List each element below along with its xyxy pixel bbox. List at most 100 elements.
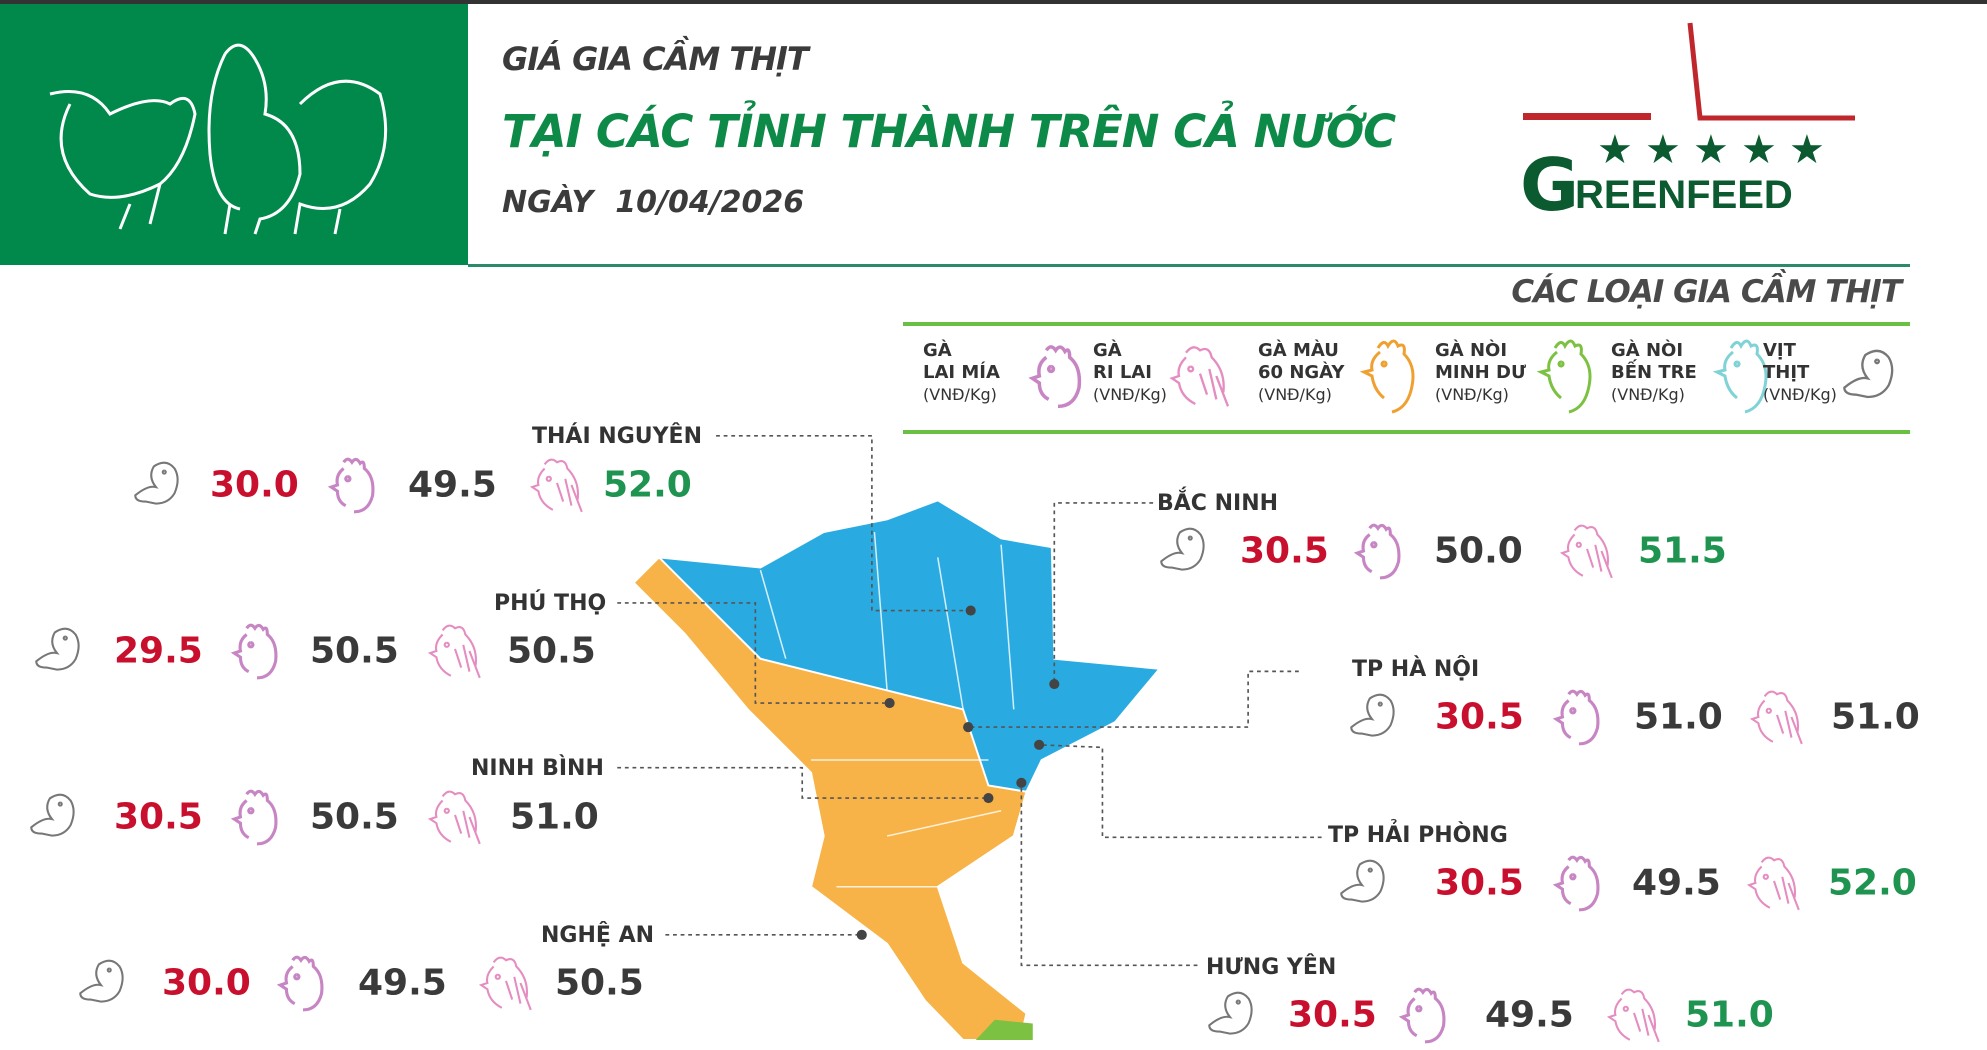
province-label: NINH BÌNH	[471, 756, 604, 781]
duck-icon	[72, 952, 134, 1014]
legend-line2: THỊT	[1763, 362, 1810, 383]
svg-text:G: G	[1520, 143, 1579, 218]
chicken-lai-mia-icon	[1394, 984, 1456, 1046]
poultry-type-legend: GÀ LAI MÍA (VNĐ/Kg) GÀ RI LAI (VNĐ/Kg) GÀ MÀU 6…	[903, 322, 1910, 434]
legend-title: CÁC LOẠI GIA CẦM THỊT	[1511, 274, 1902, 310]
province-label: TP HẢI PHÒNG	[1328, 823, 1508, 848]
province-label: THÁI NGUYÊN	[532, 424, 702, 449]
lai-mia-price: 49.5	[408, 464, 497, 506]
chicken-ri-lai-icon	[526, 454, 588, 516]
date-label: NGÀY	[502, 185, 594, 220]
legend-unit: (VNĐ/Kg)	[1258, 385, 1332, 404]
duck-icon	[127, 454, 189, 516]
province-label: HƯNG YÊN	[1206, 955, 1337, 980]
legend-unit: (VNĐ/Kg)	[1611, 385, 1685, 404]
title-line-1: GIÁ GIA CẦM THỊT	[502, 40, 809, 78]
legend-line1: GÀ MÀU	[1258, 340, 1339, 361]
title-line-2: TẠI CÁC TỈNH THÀNH TRÊN CẢ NƯỚC	[502, 105, 1396, 158]
province-marker	[884, 697, 895, 709]
duck-icon	[1201, 984, 1263, 1046]
svg-text:REENFEED: REENFEED	[1575, 173, 1793, 217]
legend-line2: 60 NGÀY	[1258, 362, 1345, 383]
legend-item: VỊT THỊT (VNĐ/Kg)	[1763, 340, 1894, 406]
lai-mia-price: 49.5	[358, 962, 447, 1004]
ri-lai-price: 52.0	[1828, 862, 1917, 904]
province-label: BẮC NINH	[1157, 491, 1279, 516]
duck-price: 30.5	[1435, 696, 1524, 738]
chicken-ri-lai-icon	[1603, 984, 1665, 1046]
legend-line1: VỊT	[1763, 340, 1796, 361]
duck-price: 30.0	[210, 464, 299, 506]
chicken-ri-lai-icon	[475, 952, 537, 1014]
duck-price: 30.5	[1240, 530, 1329, 572]
chicken-lai-mia-icon	[1548, 852, 1610, 914]
duck-price: 29.5	[114, 630, 203, 672]
chicken-lai-mia-icon	[1548, 686, 1610, 748]
legend-item: GÀ MÀU 60 NGÀY (VNĐ/Kg)	[1258, 339, 1415, 414]
province-label: TP HÀ NỘI	[1352, 657, 1480, 682]
ri-lai-price: 50.5	[507, 630, 596, 672]
hero-banner	[0, 4, 468, 265]
chicken-ri-lai-icon	[1746, 686, 1808, 748]
date-value: 10/04/2026	[615, 185, 805, 220]
chicken-lai-mia-icon	[1349, 520, 1411, 582]
duck-price: 30.0	[162, 962, 251, 1004]
chicken-mau-icon	[1359, 339, 1415, 414]
legend-unit: (VNĐ/Kg)	[923, 385, 997, 404]
legend-item: GÀ NÒI BẾN TRE (VNĐ/Kg)	[1611, 339, 1768, 414]
lai-mia-price: 50.5	[310, 630, 399, 672]
legend-item: GÀ RI LAI (VNĐ/Kg)	[1093, 340, 1230, 408]
leader-line	[617, 766, 989, 799]
legend-unit: (VNĐ/Kg)	[1763, 385, 1837, 404]
top-border	[0, 0, 1987, 4]
ri-lai-price: 51.0	[1685, 994, 1774, 1036]
lai-mia-price: 49.5	[1632, 862, 1721, 904]
svg-text:★: ★	[1741, 127, 1777, 173]
chicken-ri-lai-icon	[424, 786, 486, 848]
legend-unit: (VNĐ/Kg)	[1093, 385, 1167, 404]
chickens-illustration-icon	[49, 43, 388, 235]
lai-mia-price: 51.0	[1634, 696, 1723, 738]
province-label: PHÚ THỌ	[494, 591, 607, 616]
ri-lai-price: 51.5	[1638, 530, 1727, 572]
chicken-lai-mia-icon	[226, 620, 288, 682]
legend-item: GÀ LAI MÍA (VNĐ/Kg)	[923, 340, 1082, 409]
leader-line	[1053, 502, 1154, 685]
legend-line2: RI LAI	[1093, 362, 1152, 383]
province-marker	[1016, 777, 1027, 788]
chicken-noi-minh-du-icon	[1536, 339, 1592, 414]
svg-text:★: ★	[1693, 127, 1729, 173]
ri-lai-price: 50.5	[555, 962, 644, 1004]
ri-lai-price: 51.0	[510, 796, 599, 838]
lai-mia-price: 50.0	[1434, 530, 1523, 572]
chicken-ri-lai-icon	[1556, 520, 1618, 582]
chicken-lai-mia-icon	[323, 454, 385, 516]
ri-lai-price: 52.0	[603, 464, 692, 506]
leader-line	[716, 434, 971, 612]
chicken-lai-mia-icon	[272, 952, 334, 1014]
legend-line1: GÀ	[923, 340, 952, 361]
duck-icon	[1153, 520, 1215, 582]
svg-text:★: ★	[1789, 127, 1825, 173]
legend-line1: GÀ NÒI	[1611, 340, 1684, 361]
lai-mia-price: 50.5	[310, 796, 399, 838]
map-region-south	[975, 1019, 1033, 1040]
legend-line2: BẾN TRE	[1611, 362, 1697, 383]
legend-line2: LAI MÍA	[923, 362, 1000, 383]
svg-text:★: ★	[1597, 127, 1633, 173]
report-date: NGÀY 10/04/2026	[502, 185, 804, 220]
leader-line	[1020, 782, 1198, 967]
legend-item: GÀ NÒI MINH DƯ (VNĐ/Kg)	[1435, 339, 1592, 414]
duck-icon	[28, 620, 90, 682]
chicken-ri-lai-icon	[1743, 852, 1805, 914]
legend-line1: GÀ NÒI	[1435, 340, 1508, 361]
chicken-ri-lai-icon	[424, 620, 486, 682]
province-marker	[965, 605, 976, 616]
duck-price: 30.5	[114, 796, 203, 838]
legend-line1: GÀ	[1093, 340, 1122, 361]
province-marker	[1034, 739, 1045, 750]
duck-icon	[23, 786, 85, 848]
leader-line	[968, 670, 1299, 728]
province-marker	[1049, 678, 1060, 690]
province-label: NGHỆ AN	[541, 923, 655, 948]
